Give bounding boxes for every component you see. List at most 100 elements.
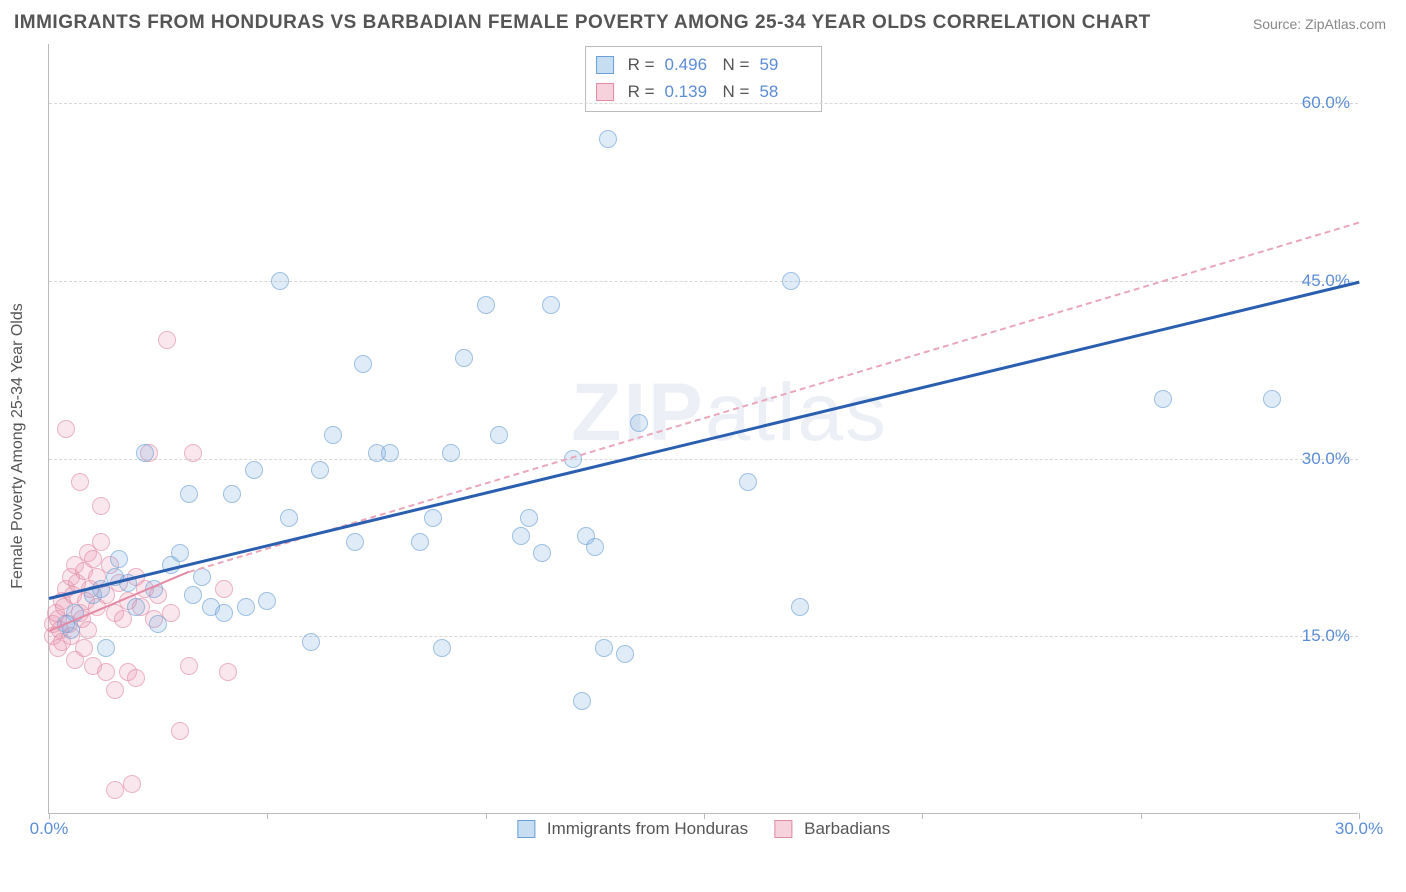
- data-point: [542, 296, 560, 314]
- data-point: [791, 598, 809, 616]
- legend-label-honduras: Immigrants from Honduras: [547, 819, 748, 839]
- data-point: [84, 550, 102, 568]
- source-label: Source:: [1253, 16, 1301, 32]
- data-point: [1154, 390, 1172, 408]
- gridline: [49, 103, 1358, 104]
- data-point: [477, 296, 495, 314]
- data-point: [411, 533, 429, 551]
- data-point: [324, 426, 342, 444]
- legend-item-honduras: Immigrants from Honduras: [517, 819, 748, 839]
- data-point: [533, 544, 551, 562]
- swatch-pink-icon: [596, 83, 614, 101]
- data-point: [127, 669, 145, 687]
- data-point: [271, 272, 289, 290]
- data-point: [184, 586, 202, 604]
- data-point: [573, 692, 591, 710]
- data-point: [97, 639, 115, 657]
- swatch-pink-icon: [774, 820, 792, 838]
- data-point: [223, 485, 241, 503]
- swatch-blue-icon: [596, 56, 614, 74]
- data-point: [739, 473, 757, 491]
- data-point: [75, 639, 93, 657]
- x-tick-mark: [1141, 813, 1142, 819]
- x-tick-mark: [486, 813, 487, 819]
- data-point: [455, 349, 473, 367]
- data-point: [136, 444, 154, 462]
- data-point: [219, 663, 237, 681]
- data-point: [97, 663, 115, 681]
- x-tick-mark: [267, 813, 268, 819]
- stat-n-label: N =: [723, 51, 750, 78]
- x-tick-label: 0.0%: [30, 819, 69, 839]
- gridline: [49, 459, 1358, 460]
- data-point: [346, 533, 364, 551]
- swatch-blue-icon: [517, 820, 535, 838]
- source-attribution: Source: ZipAtlas.com: [1253, 16, 1386, 32]
- stat-n-label: N =: [723, 78, 750, 105]
- scatter-plot-area: ZIPatlas R = 0.496 N = 59 R = 0.139 N = …: [48, 44, 1358, 814]
- data-point: [595, 639, 613, 657]
- data-point: [106, 681, 124, 699]
- data-point: [215, 580, 233, 598]
- chart-title: IMMIGRANTS FROM HONDURAS VS BARBADIAN FE…: [14, 12, 1151, 34]
- x-tick-label: 30.0%: [1335, 819, 1383, 839]
- legend-item-barbadians: Barbadians: [774, 819, 890, 839]
- stats-row-honduras: R = 0.496 N = 59: [596, 51, 808, 78]
- data-point: [424, 509, 442, 527]
- stat-r-label: R =: [628, 51, 655, 78]
- x-tick-mark: [704, 813, 705, 819]
- data-point: [311, 461, 329, 479]
- data-point: [237, 598, 255, 616]
- data-point: [586, 538, 604, 556]
- stat-n-barbadians: 58: [759, 78, 807, 105]
- gridline: [49, 636, 1358, 637]
- data-point: [280, 509, 298, 527]
- y-axis-label: Female Poverty Among 25-34 Year Olds: [9, 303, 27, 589]
- data-point: [92, 497, 110, 515]
- data-point: [180, 485, 198, 503]
- stat-r-honduras: 0.496: [665, 51, 713, 78]
- y-tick-label: 60.0%: [1302, 93, 1350, 113]
- data-point: [599, 130, 617, 148]
- data-point: [245, 461, 263, 479]
- data-point: [171, 544, 189, 562]
- data-point: [354, 355, 372, 373]
- data-point: [433, 639, 451, 657]
- y-tick-label: 15.0%: [1302, 626, 1350, 646]
- data-point: [171, 722, 189, 740]
- data-point: [630, 414, 648, 432]
- stats-row-barbadians: R = 0.139 N = 58: [596, 78, 808, 105]
- data-point: [57, 420, 75, 438]
- data-point: [520, 509, 538, 527]
- data-point: [110, 550, 128, 568]
- data-point: [381, 444, 399, 462]
- data-point: [302, 633, 320, 651]
- x-tick-mark: [922, 813, 923, 819]
- data-point: [184, 444, 202, 462]
- data-point: [180, 657, 198, 675]
- data-point: [149, 615, 167, 633]
- trendline: [49, 281, 1360, 600]
- data-point: [616, 645, 634, 663]
- data-point: [106, 781, 124, 799]
- y-tick-label: 30.0%: [1302, 449, 1350, 469]
- watermark-rest: atlas: [705, 367, 888, 458]
- watermark: ZIPatlas: [571, 366, 888, 460]
- data-point: [158, 331, 176, 349]
- data-point: [71, 473, 89, 491]
- data-point: [79, 621, 97, 639]
- data-point: [490, 426, 508, 444]
- data-point: [258, 592, 276, 610]
- legend-label-barbadians: Barbadians: [804, 819, 890, 839]
- data-point: [1263, 390, 1281, 408]
- x-axis-legend: Immigrants from Honduras Barbadians: [517, 819, 890, 839]
- data-point: [92, 533, 110, 551]
- stat-r-barbadians: 0.139: [665, 78, 713, 105]
- data-point: [123, 775, 141, 793]
- stat-r-label: R =: [628, 78, 655, 105]
- data-point: [442, 444, 460, 462]
- data-point: [127, 598, 145, 616]
- source-value: ZipAtlas.com: [1305, 16, 1386, 32]
- data-point: [782, 272, 800, 290]
- data-point: [512, 527, 530, 545]
